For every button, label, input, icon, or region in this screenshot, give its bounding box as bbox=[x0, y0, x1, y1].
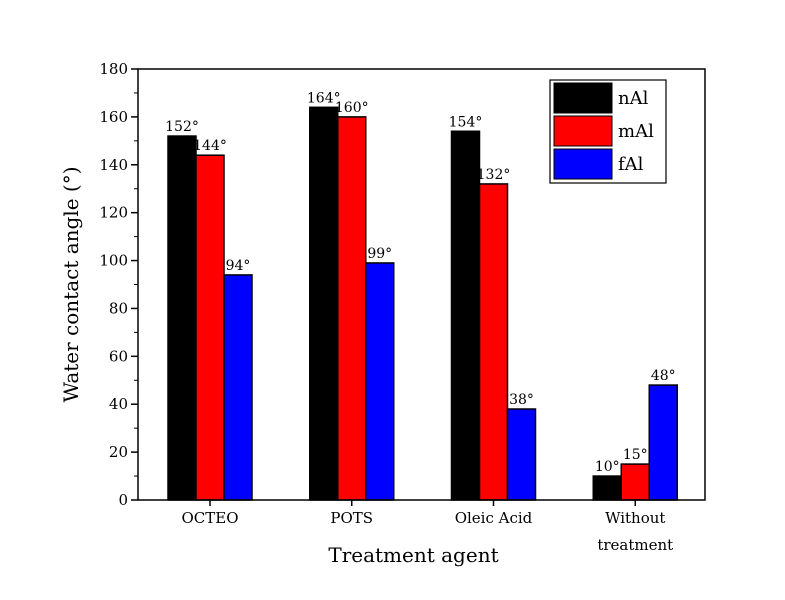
data-label-fAl-1: 99° bbox=[367, 246, 392, 262]
bar-fAl-0 bbox=[223, 274, 253, 501]
bar-mAl-2 bbox=[478, 183, 509, 501]
y-tick-label: 0 bbox=[118, 491, 128, 509]
data-label-mAl-2: 132° bbox=[477, 167, 511, 183]
data-label-nAl-0: 152° bbox=[165, 119, 199, 135]
legend-swatch-fAl bbox=[553, 148, 613, 180]
data-label-mAl-3: 15° bbox=[623, 447, 648, 463]
y-tick-label: 20 bbox=[109, 443, 128, 461]
data-label-fAl-3: 48° bbox=[651, 368, 676, 384]
x-tick-label-0: OCTEO bbox=[181, 509, 238, 527]
data-label-mAl-1: 160° bbox=[335, 100, 369, 116]
x-axis-title: Treatment agent bbox=[328, 543, 498, 567]
bar-nAl-3 bbox=[592, 475, 622, 501]
data-label-nAl-3: 10° bbox=[595, 459, 620, 475]
bar-mAl-3 bbox=[620, 463, 650, 501]
y-tick-label: 60 bbox=[109, 347, 128, 365]
bar-nAl-2 bbox=[450, 130, 481, 501]
bar-mAl-1 bbox=[337, 116, 367, 501]
legend-label-mAl: mAl bbox=[618, 121, 654, 142]
x-tick-label-2: Oleic Acid bbox=[455, 509, 533, 527]
bar-fAl-2 bbox=[506, 408, 537, 501]
y-axis-title: Water contact angle (°) bbox=[59, 166, 83, 402]
x-tick-label-1: POTS bbox=[330, 509, 373, 527]
bar-nAl-1 bbox=[309, 106, 339, 501]
y-tick-label: 80 bbox=[109, 299, 128, 317]
legend-label-fAl: fAl bbox=[618, 154, 644, 175]
y-tick-label: 100 bbox=[99, 252, 128, 270]
data-label-nAl-2: 154° bbox=[449, 114, 483, 130]
y-tick-label: 180 bbox=[99, 60, 128, 78]
legend-swatch-mAl bbox=[553, 115, 613, 147]
bar-nAl-0 bbox=[167, 135, 197, 501]
bar-fAl-1 bbox=[365, 262, 395, 501]
x-tick-label-3: Without treatment bbox=[597, 509, 673, 554]
data-label-nAl-1: 164° bbox=[307, 90, 341, 106]
legend-label-nAl: nAl bbox=[618, 88, 649, 109]
y-tick-label: 120 bbox=[99, 204, 128, 222]
data-label-fAl-0: 94° bbox=[226, 258, 251, 274]
legend-swatch-nAl bbox=[553, 82, 613, 114]
data-label-fAl-2: 38° bbox=[509, 392, 534, 408]
y-tick-label: 40 bbox=[109, 395, 128, 413]
y-tick-label: 160 bbox=[99, 108, 128, 126]
data-label-mAl-0: 144° bbox=[193, 138, 227, 154]
y-tick-label: 140 bbox=[99, 156, 128, 174]
bar-mAl-0 bbox=[195, 154, 225, 501]
bar-fAl-3 bbox=[648, 384, 678, 501]
